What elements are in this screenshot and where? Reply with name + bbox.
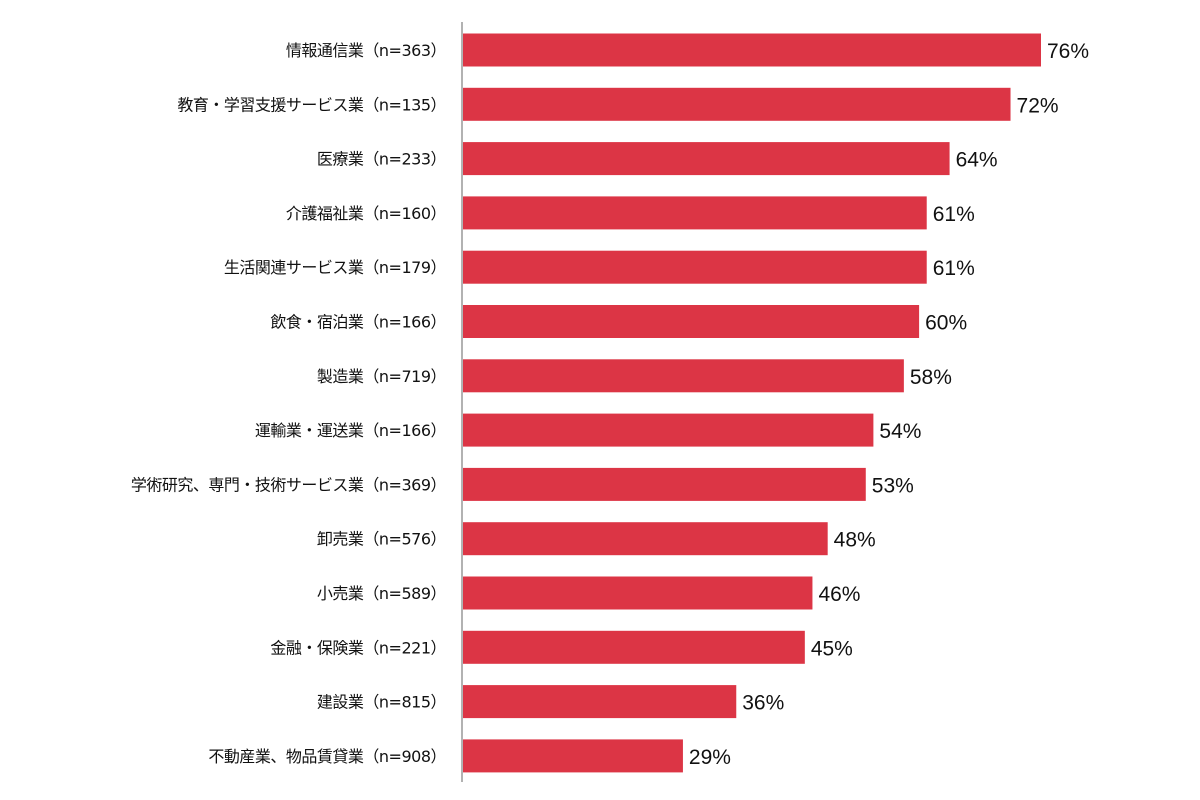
category-label: 介護福祉業（n=160） [286,204,446,223]
bar [463,630,805,664]
bar [463,739,683,773]
category-label: 情報通信業（n=363） [286,41,446,60]
bar [463,522,828,556]
bar [463,87,1011,121]
data-label: 46% [818,583,860,606]
bar [463,413,874,447]
bar [463,576,813,610]
data-label: 61% [933,257,975,280]
bar [463,196,927,230]
category-label: 飲食・宿泊業（n=166） [270,313,446,332]
data-label: 36% [742,692,784,715]
category-label: 金融・保険業（n=221） [270,638,446,657]
data-label: 48% [834,529,876,552]
category-label: 小売業（n=589） [317,584,446,603]
category-label: 生活関連サービス業（n=179） [224,258,446,277]
bar [463,685,737,719]
data-label: 61% [933,203,975,226]
bar [463,467,866,501]
data-label: 45% [811,637,853,660]
bar [463,359,904,393]
category-label: 不動産業、物品賃貸業（n=908） [208,747,446,766]
bar [463,305,920,338]
data-label: 72% [1017,94,1059,117]
data-label: 64% [956,149,998,172]
category-label: 教育・学習支援サービス業（n=135） [177,95,446,114]
category-label: 卸売業（n=576） [317,530,446,549]
category-label: 学術研究、専門・技術サービス業（n=369） [131,475,446,494]
data-label: 54% [879,420,921,443]
data-label: 58% [910,366,952,389]
data-label: 60% [925,312,967,335]
bar [463,142,950,176]
category-label: 運輸業・運送業（n=166） [255,421,446,440]
category-label: 製造業（n=719） [317,367,446,386]
data-label: 76% [1047,40,1089,63]
data-label: 53% [872,474,914,497]
category-label: 医療業（n=233） [317,150,446,169]
data-label: 29% [689,746,731,769]
bar [463,250,927,284]
bar [463,33,1041,67]
category-label: 建設業（n=815） [317,693,446,712]
